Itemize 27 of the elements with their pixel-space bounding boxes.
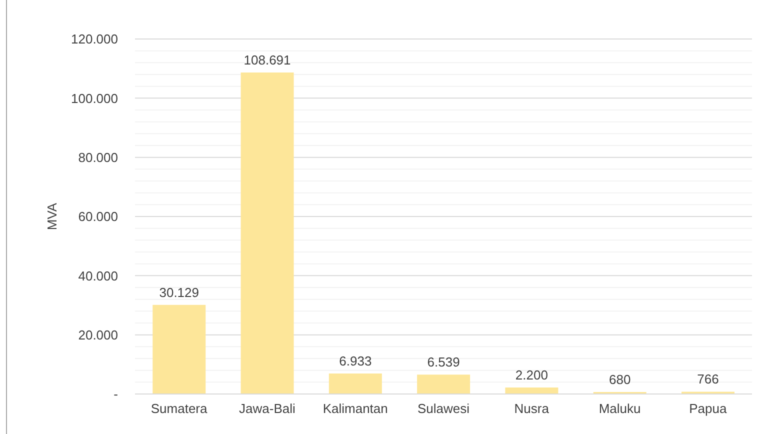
data-label: 766	[697, 372, 719, 387]
x-tick-label: Sulawesi	[417, 401, 470, 416]
y-tick-label: -	[114, 386, 118, 402]
x-tick-label: Kalimantan	[322, 401, 388, 416]
x-tick-label: Sumatera	[150, 401, 208, 416]
bar	[152, 304, 206, 394]
bar	[328, 373, 382, 394]
bar	[417, 374, 470, 394]
y-tick-label: 20.000	[78, 327, 118, 342]
data-label: 30.129	[159, 284, 200, 300]
x-tick-label: Nusra	[514, 401, 550, 416]
x-tick-label: Maluku	[598, 401, 641, 416]
y-tick-label: 120.000	[71, 32, 118, 47]
bar	[505, 387, 558, 394]
data-label: 6.933	[339, 353, 372, 368]
data-label: 680	[608, 372, 631, 387]
bar	[240, 72, 294, 394]
y-tick-label: 100.000	[71, 90, 118, 106]
y-tick-label: 80.000	[78, 150, 118, 165]
data-label: 2.200	[515, 367, 548, 382]
x-tick-label: Papua	[689, 401, 728, 416]
x-tick-label: Jawa-Bali	[239, 401, 296, 416]
data-label: 108.691	[244, 52, 291, 68]
y-tick-label: 60.000	[78, 209, 118, 224]
y-axis-title: MVA	[44, 202, 60, 230]
data-label: 6.539	[427, 354, 460, 370]
y-tick-label: 40.000	[78, 268, 118, 284]
